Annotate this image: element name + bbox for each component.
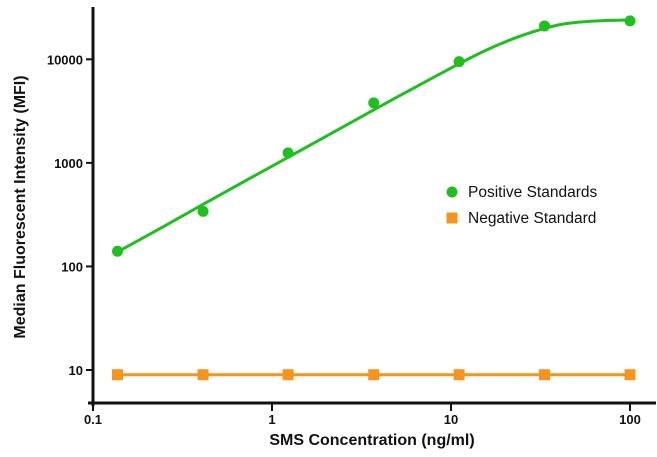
series-layer (111, 15, 636, 381)
legend-label-negative: Negative Standard (468, 210, 596, 227)
x-tick-label: 1 (268, 412, 275, 427)
legend-item-negative: Negative Standard (446, 210, 596, 227)
data-point (453, 369, 465, 381)
data-point (197, 369, 209, 381)
x-ticks: 0.1 1 10 100 (84, 403, 641, 427)
x-axis-title: SMS Concentration (ng/ml) (269, 432, 474, 449)
legend-marker-negative (446, 212, 458, 224)
x-tick-label: 0.1 (84, 412, 102, 427)
x-tick-label: 10 (444, 412, 458, 427)
data-point (368, 369, 380, 381)
data-point (624, 15, 636, 27)
y-ticks: 10 100 1000 10000 (47, 52, 93, 378)
y-tick-label: 10000 (47, 52, 83, 67)
series-negative-standard (111, 369, 636, 381)
y-tick-label: 1000 (54, 156, 83, 171)
legend-marker-positive (446, 186, 458, 198)
y-tick-label: 100 (61, 259, 83, 274)
data-point (539, 20, 551, 32)
legend-item-positive: Positive Standards (446, 184, 597, 201)
data-point (197, 205, 209, 217)
data-point (453, 56, 465, 68)
data-point (539, 369, 551, 381)
legend-label-positive: Positive Standards (468, 184, 597, 201)
legend: Positive Standards Negative Standard (446, 184, 597, 227)
data-point (111, 369, 123, 381)
data-point (282, 369, 294, 381)
x-tick-label: 100 (619, 412, 641, 427)
plot-area: 0.1 1 10 100 10 100 1000 10000 (47, 7, 656, 427)
data-point (111, 245, 123, 257)
data-point (624, 369, 636, 381)
series-positive-standards (111, 15, 636, 257)
y-tick-label: 10 (69, 363, 83, 378)
data-point (368, 97, 380, 109)
y-axis-title: Median Fluorescent Intensity (MFI) (12, 75, 29, 338)
data-point (282, 147, 294, 159)
series-line (116, 18, 631, 254)
